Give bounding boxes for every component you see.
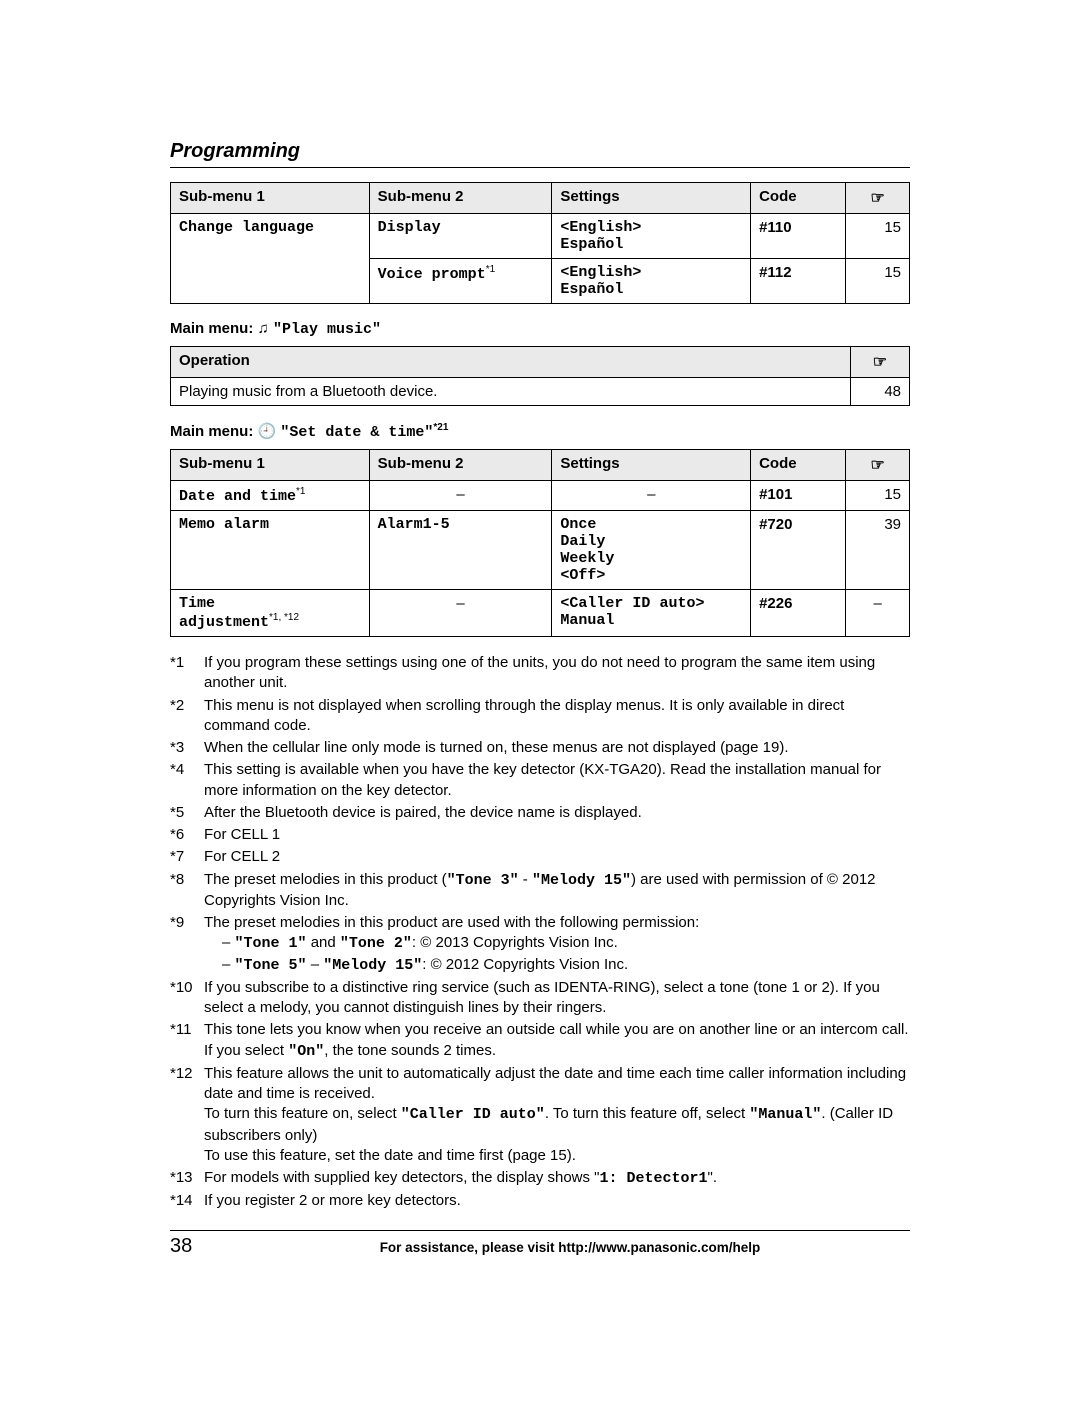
cell-sub1: Change language [171,214,370,304]
footer: 38 For assistance, please visit http://w… [170,1230,910,1258]
cell-sub2: Alarm1-5 [369,511,552,590]
cell-settings: <English>Español [552,214,751,259]
th-operation: Operation [171,347,851,378]
footnote: *10If you subscribe to a distinctive rin… [170,978,910,1019]
table-row: Memo alarm Alarm1-5 OnceDailyWeekly<Off>… [171,511,910,590]
main-menu-set-date-time: Main menu: 🕘 "Set date & time"*21 [170,422,910,441]
cell-code: #226 [751,590,846,637]
th-settings: Settings [552,183,751,214]
cell-page: 15 [846,214,910,259]
cell-page: 15 [846,481,910,511]
footnote: *2This menu is not displayed when scroll… [170,696,910,737]
cell-code: #110 [751,214,846,259]
cell-sub2: Display [369,214,552,259]
table-row: Date and time*1 – – #101 15 [171,481,910,511]
th-code: Code [751,450,846,481]
cell-sub1: Date and time*1 [171,481,370,511]
cell-settings: <Caller ID auto>Manual [552,590,751,637]
clock-icon: 🕘 [258,423,277,440]
cell-op: Playing music from a Bluetooth device. [171,378,851,406]
footnote: *9The preset melodies in this product ar… [170,913,910,976]
footnote: *6For CELL 1 [170,825,910,845]
main-menu-play-music: Main menu: ♫ "Play music" [170,320,910,338]
th-sub1: Sub-menu 1 [171,450,370,481]
th-code: Code [751,183,846,214]
footnote: *12This feature allows the unit to autom… [170,1064,910,1166]
page-number: 38 [170,1235,230,1258]
footnote: *8The preset melodies in this product ("… [170,870,910,912]
cell-code: #112 [751,259,846,304]
section-title: Programming [170,140,910,163]
cell-page: 39 [846,511,910,590]
title-rule [170,167,910,168]
cell-settings: – [552,481,751,511]
cell-settings: OnceDailyWeekly<Off> [552,511,751,590]
cell-sub1: Timeadjustment*1, *12 [171,590,370,637]
footnote: *7For CELL 2 [170,847,910,867]
th-sub2: Sub-menu 2 [369,450,552,481]
table-row: Playing music from a Bluetooth device. 4… [171,378,910,406]
cell-code: #101 [751,481,846,511]
cell-sub2: Voice prompt*1 [369,259,552,304]
footnote: *1If you program these settings using on… [170,653,910,694]
cell-code: #720 [751,511,846,590]
cell-sub2: – [369,481,552,511]
footer-text: For assistance, please visit http://www.… [230,1240,910,1255]
footnote: *11This tone lets you know when you rece… [170,1020,910,1062]
table-change-language: Sub-menu 1 Sub-menu 2 Settings Code ☞ Ch… [170,182,910,304]
cell-settings: <English>Español [552,259,751,304]
th-page-icon: ☞ [846,183,910,214]
table-play-music: Operation ☞ Playing music from a Bluetoo… [170,346,910,406]
music-icon: ♫ [258,320,269,337]
table-row: Timeadjustment*1, *12 – <Caller ID auto>… [171,590,910,637]
cell-sub1: Memo alarm [171,511,370,590]
table-row: Change language Display <English>Español… [171,214,910,259]
cell-page: 15 [846,259,910,304]
footnote: *14If you register 2 or more key detecto… [170,1191,910,1211]
cell-page: – [846,590,910,637]
th-sub2: Sub-menu 2 [369,183,552,214]
th-sub1: Sub-menu 1 [171,183,370,214]
table-date-time: Sub-menu 1 Sub-menu 2 Settings Code ☞ Da… [170,449,910,637]
footnote: *3When the cellular line only mode is tu… [170,738,910,758]
footnote: *4This setting is available when you hav… [170,760,910,801]
cell-page: 48 [850,378,909,406]
footnote: *5After the Bluetooth device is paired, … [170,803,910,823]
th-settings: Settings [552,450,751,481]
footnotes: *1If you program these settings using on… [170,653,910,1212]
th-page-icon: ☞ [846,450,910,481]
th-page-icon: ☞ [850,347,909,378]
cell-sub2: – [369,590,552,637]
footnote: *13For models with supplied key detector… [170,1168,910,1189]
